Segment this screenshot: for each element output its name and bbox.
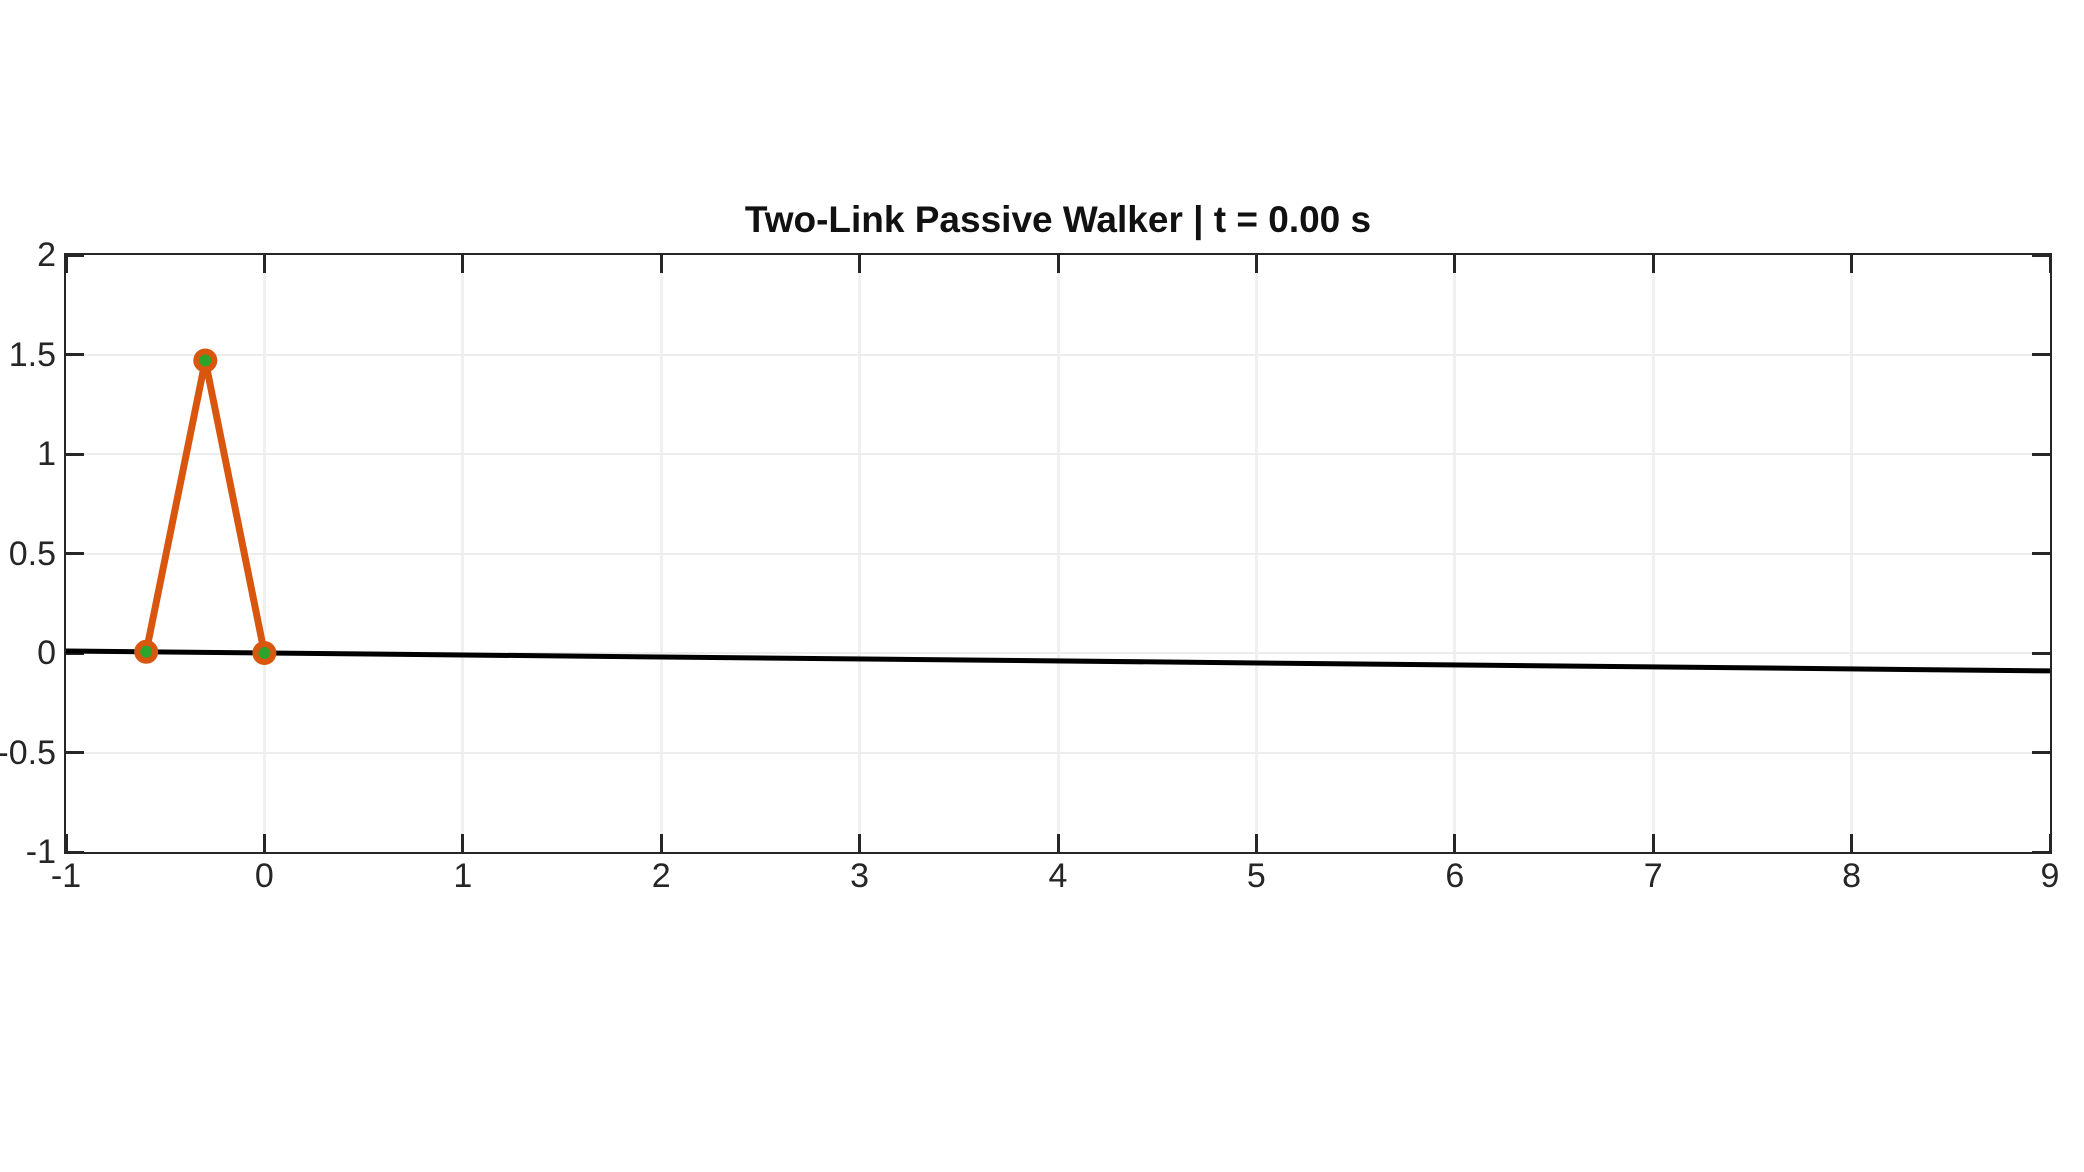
x-tick-label: 6 xyxy=(1445,857,1465,895)
x-tick-label: 0 xyxy=(254,857,274,895)
y-tick-mark-right xyxy=(2032,751,2050,754)
walker-legs-line xyxy=(142,357,268,657)
y-tick-mark-left xyxy=(66,353,84,356)
x-tick-mark-top xyxy=(1254,255,1258,273)
plot-axes xyxy=(64,253,2052,854)
y-tick-mark-right xyxy=(2032,850,2050,852)
x-tick-mark-bottom xyxy=(1453,834,1457,852)
y-tick-mark-right xyxy=(2032,353,2050,356)
hip-joint xyxy=(193,348,218,373)
y-gridline xyxy=(66,652,2050,654)
plot-svg xyxy=(66,348,2050,674)
grid-layer xyxy=(66,255,2050,852)
y-tick-label: -0.5 xyxy=(0,733,56,772)
x-tick-mark-top xyxy=(461,255,465,273)
x-tick-mark-top xyxy=(858,255,862,273)
y-tick-mark-right xyxy=(2032,255,2050,257)
x-tick-label: 5 xyxy=(1246,857,1266,895)
y-gridline xyxy=(66,353,2050,356)
x-tick-mark-top xyxy=(659,255,663,273)
x-tick-mark-bottom xyxy=(66,834,68,852)
y-tick-label: -1 xyxy=(25,833,56,871)
x-tick-label: -1 xyxy=(50,857,82,895)
x-tick-mark-bottom xyxy=(659,834,663,852)
y-tick-label: 2 xyxy=(37,236,56,274)
y-tick-label: 0 xyxy=(37,634,56,672)
x-tick-mark-top xyxy=(262,255,266,273)
y-tick-label: 0.5 xyxy=(8,534,56,573)
x-tick-label: 2 xyxy=(651,857,671,895)
x-tick-label: 9 xyxy=(2040,857,2060,895)
y-gridline xyxy=(66,453,2050,455)
ramp-ground-line xyxy=(66,648,2050,674)
y-tick-mark-left xyxy=(66,751,84,754)
x-tick-mark-top xyxy=(1850,255,1854,273)
x-tick-mark-bottom xyxy=(1056,834,1060,852)
x-tick-mark-bottom xyxy=(2048,834,2050,852)
y-tick-mark-left xyxy=(66,452,84,456)
x-tick-label: 8 xyxy=(1842,857,1862,895)
x-tick-mark-top xyxy=(66,255,68,273)
y-tick-mark-right xyxy=(2032,552,2050,555)
y-tick-label: 1.5 xyxy=(8,335,56,374)
y-tick-mark-left xyxy=(66,850,84,852)
x-tick-label: 1 xyxy=(453,857,473,895)
x-tick-mark-top xyxy=(1056,255,1060,273)
x-tick-mark-top xyxy=(1453,255,1457,273)
x-tick-mark-top xyxy=(1651,255,1655,273)
y-tick-mark-right xyxy=(2032,651,2050,655)
x-tick-mark-bottom xyxy=(262,834,266,852)
y-tick-label: 1 xyxy=(37,435,56,473)
x-tick-mark-bottom xyxy=(1651,834,1655,852)
x-tick-mark-bottom xyxy=(1254,834,1258,852)
y-tick-mark-left xyxy=(66,552,84,555)
x-tick-mark-bottom xyxy=(461,834,465,852)
x-tick-mark-top xyxy=(2048,255,2050,273)
x-tick-label: 4 xyxy=(1048,857,1068,895)
swing-foot-joint xyxy=(134,639,159,664)
x-tick-mark-bottom xyxy=(1850,834,1854,852)
x-tick-mark-bottom xyxy=(858,834,862,852)
chart-title: Two-Link Passive Walker | t = 0.00 s xyxy=(744,199,1372,240)
x-tick-label: 3 xyxy=(850,857,870,895)
y-gridline xyxy=(66,751,2050,754)
y-tick-mark-left xyxy=(66,255,84,257)
y-gridline xyxy=(66,552,2050,555)
y-tick-mark-right xyxy=(2032,452,2050,456)
stance-foot-joint xyxy=(252,641,277,665)
x-tick-label: 7 xyxy=(1643,857,1663,895)
